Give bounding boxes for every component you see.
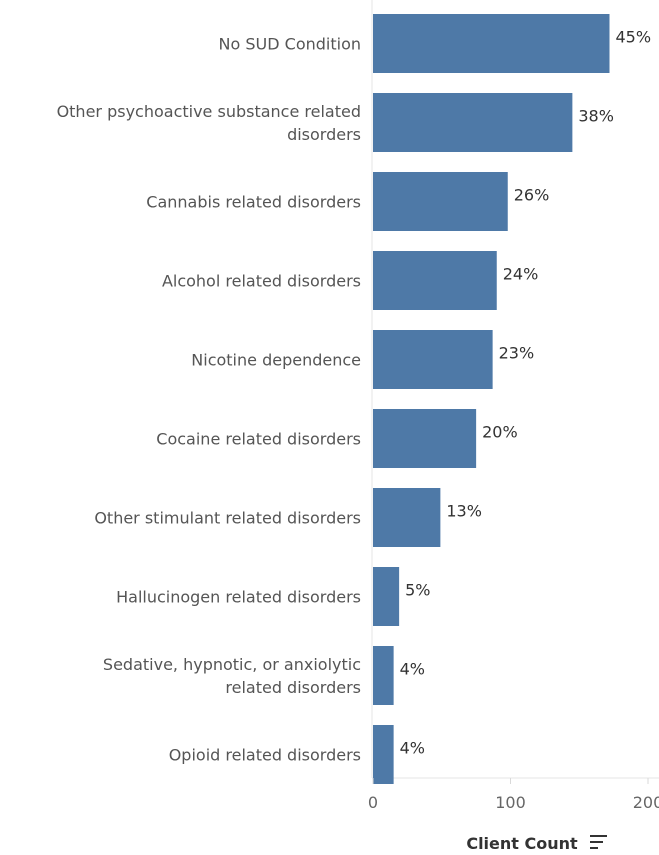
data-label: 5% [405, 581, 430, 600]
data-label: 23% [499, 344, 535, 363]
category-label: Other stimulant related disorders [94, 509, 361, 528]
category-label: Alcohol related disorders [162, 272, 361, 291]
category-label: Cannabis related disorders [146, 193, 361, 212]
category-label: Sedative, hypnotic, or anxiolytic [103, 655, 361, 674]
bar[interactable] [373, 488, 441, 547]
x-axis-title[interactable]: Client Count [466, 834, 578, 853]
bar[interactable] [373, 646, 394, 705]
x-axis-ticks: 0 100 200 [368, 778, 659, 812]
data-label: 20% [482, 423, 518, 442]
category-label: No SUD Condition [219, 35, 361, 54]
sort-descending-icon[interactable] [590, 835, 607, 849]
data-label: 4% [400, 660, 425, 679]
category-label: related disorders [225, 678, 361, 697]
category-label: Opioid related disorders [169, 746, 361, 765]
data-label: 13% [446, 502, 482, 521]
x-tick-label: 100 [495, 793, 526, 812]
data-label: 24% [503, 265, 539, 284]
data-label: 45% [616, 28, 652, 47]
bar[interactable] [373, 14, 610, 73]
bar[interactable] [373, 409, 477, 468]
category-label: Cocaine related disorders [156, 430, 361, 449]
bars-group: No SUD Condition 45% Other psychoactive su… [57, 14, 652, 784]
bar[interactable] [373, 567, 400, 626]
bar[interactable] [373, 172, 508, 231]
data-label: 4% [400, 739, 425, 758]
data-label: 38% [578, 107, 614, 126]
x-tick-label: 0 [368, 793, 378, 812]
bar[interactable] [373, 251, 497, 310]
category-label: Hallucinogen related disorders [116, 588, 361, 607]
category-label: Nicotine dependence [191, 351, 361, 370]
category-label: disorders [287, 125, 361, 144]
x-tick-label: 200 [633, 793, 659, 812]
bar[interactable] [373, 725, 394, 784]
data-label: 26% [514, 186, 550, 205]
category-label: Other psychoactive substance related [57, 102, 361, 121]
bar[interactable] [373, 330, 493, 389]
bar[interactable] [373, 93, 573, 152]
